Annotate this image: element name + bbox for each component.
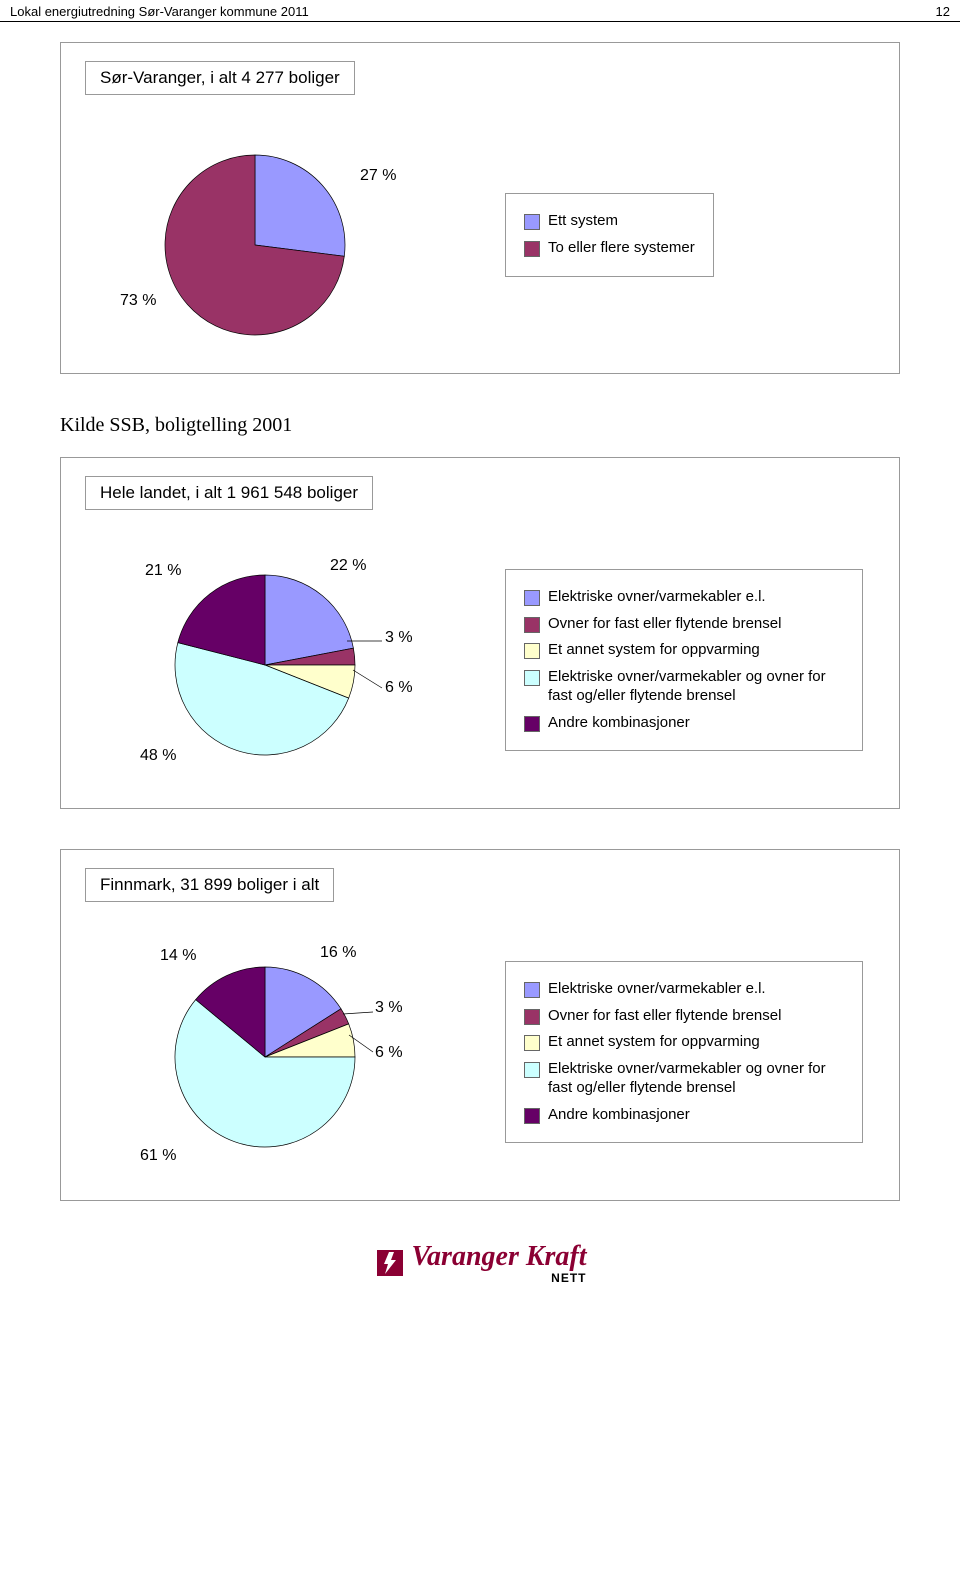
pie-chart-hele-landet: 22 % 3 % 6 % 48 % 21 % (85, 530, 465, 790)
legend-label: Andre kombinasjoner (548, 714, 690, 733)
legend-swatch (524, 1009, 540, 1025)
logo-icon (373, 1246, 407, 1280)
legend-item: Ett system (524, 212, 695, 231)
slice-value-label: 14 % (160, 947, 196, 964)
slice-value-label: 48 % (140, 747, 176, 764)
source-line: Kilde SSB, boligtelling 2001 (60, 414, 900, 437)
slice-value-label: 6 % (385, 679, 413, 696)
slice-value-label: 16 % (320, 944, 356, 961)
legend-label: To eller flere systemer (548, 239, 695, 258)
legend-swatch (524, 617, 540, 633)
legend-swatch (524, 982, 540, 998)
legend-item: Elektriske ovner/varmekabler og ovner fo… (524, 1060, 844, 1098)
legend-item: Et annet system for oppvarming (524, 641, 844, 660)
slice-value-label: 3 % (375, 999, 403, 1016)
slice-value-label: 6 % (375, 1044, 403, 1061)
legend-swatch (524, 241, 540, 257)
page-number: 12 (936, 4, 950, 19)
legend-swatch (524, 716, 540, 732)
chart-box-hele-landet: Hele landet, i alt 1 961 548 boliger 22 … (60, 457, 900, 809)
legend-label: Ett system (548, 212, 618, 231)
legend-item: To eller flere systemer (524, 239, 695, 258)
chart-title: Sør-Varanger, i alt 4 277 boliger (85, 61, 355, 95)
legend-label: Elektriske ovner/varmekabler e.l. (548, 588, 766, 607)
page-header: Lokal energiutredning Sør-Varanger kommu… (0, 0, 960, 22)
legend-swatch (524, 670, 540, 686)
legend-swatch (524, 590, 540, 606)
chart-title: Finnmark, 31 899 boliger i alt (85, 868, 334, 902)
legend-swatch (524, 1108, 540, 1124)
pie-chart-sor-varanger: 27 % 73 % (85, 115, 465, 355)
legend-item: Ovner for fast eller flytende brensel (524, 615, 844, 634)
pie-chart-finnmark: 16 % 3 % 6 % 61 % 14 % (85, 922, 465, 1182)
legend-item: Ovner for fast eller flytende brensel (524, 1007, 844, 1026)
legend-swatch (524, 643, 540, 659)
legend-label: Elektriske ovner/varmekabler og ovner fo… (548, 668, 844, 706)
page-content: Sør-Varanger, i alt 4 277 boliger 27 % 73… (0, 22, 960, 1325)
brand-sub: NETT (411, 1271, 586, 1285)
legend-item: Elektriske ovner/varmekabler og ovner fo… (524, 668, 844, 706)
slice-value-label: 61 % (140, 1147, 176, 1164)
brand-name: Varanger Kraft (411, 1241, 586, 1273)
slice-value-label: 73 % (120, 292, 156, 309)
slice-value-label: 27 % (360, 167, 396, 184)
legend-finnmark: Elektriske ovner/varmekabler e.l. Ovner f… (505, 961, 863, 1144)
slice-value-label: 21 % (145, 562, 181, 579)
header-title: Lokal energiutredning Sør-Varanger kommu… (10, 4, 309, 19)
footer-logo: Varanger Kraft NETT (60, 1241, 900, 1285)
legend-sor-varanger: Ett system To eller flere systemer (505, 193, 714, 277)
slice-value-label: 3 % (385, 629, 413, 646)
chart-box-finnmark: Finnmark, 31 899 boliger i alt 16 % 3 % 6 … (60, 849, 900, 1201)
chart-title: Hele landet, i alt 1 961 548 boliger (85, 476, 373, 510)
legend-label: Ovner for fast eller flytende brensel (548, 1007, 781, 1026)
legend-label: Andre kombinasjoner (548, 1106, 690, 1125)
legend-label: Et annet system for oppvarming (548, 641, 760, 660)
legend-item: Elektriske ovner/varmekabler e.l. (524, 980, 844, 999)
legend-hele-landet: Elektriske ovner/varmekabler e.l. Ovner f… (505, 569, 863, 752)
pie-slice (255, 155, 345, 256)
legend-item: Elektriske ovner/varmekabler e.l. (524, 588, 844, 607)
chart-box-sor-varanger: Sør-Varanger, i alt 4 277 boliger 27 % 73… (60, 42, 900, 374)
legend-item: Et annet system for oppvarming (524, 1033, 844, 1052)
legend-swatch (524, 1035, 540, 1051)
legend-label: Elektriske ovner/varmekabler e.l. (548, 980, 766, 999)
legend-label: Ovner for fast eller flytende brensel (548, 615, 781, 634)
legend-label: Et annet system for oppvarming (548, 1033, 760, 1052)
legend-swatch (524, 214, 540, 230)
legend-swatch (524, 1062, 540, 1078)
legend-item: Andre kombinasjoner (524, 1106, 844, 1125)
slice-value-label: 22 % (330, 557, 366, 574)
legend-item: Andre kombinasjoner (524, 714, 844, 733)
legend-label: Elektriske ovner/varmekabler og ovner fo… (548, 1060, 844, 1098)
